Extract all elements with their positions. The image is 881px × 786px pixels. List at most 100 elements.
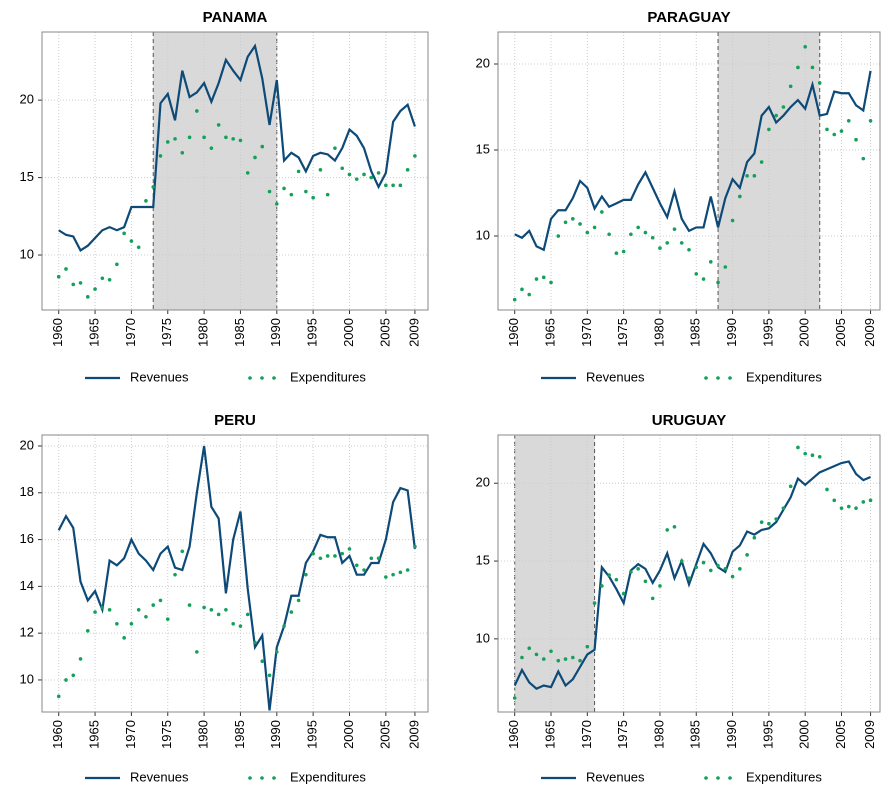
expenditure-dot (534, 277, 539, 281)
expenditure-dot (512, 297, 517, 302)
expenditure-dot (216, 612, 221, 617)
expenditure-dot (231, 137, 235, 141)
x-tick-label: 1970 (579, 318, 594, 347)
expenditure-dot (752, 174, 757, 178)
expenditure-dot (730, 218, 735, 223)
expenditure-dot (144, 614, 148, 619)
y-tick-label: 20 (20, 437, 34, 452)
y-tick-label: 20 (476, 55, 490, 70)
legend-swatch (260, 776, 264, 780)
expenditure-dot (846, 504, 851, 509)
expenditure-dot (672, 227, 677, 231)
expenditure-dot (810, 453, 815, 458)
x-tick-label: 2009 (406, 720, 421, 749)
expenditure-dot (311, 551, 315, 556)
x-tick-label: 1995 (305, 720, 320, 749)
legend-swatch (248, 376, 252, 380)
expenditure-dot (245, 612, 250, 617)
expenditure-dot (56, 274, 61, 279)
x-tick-label: 1985 (232, 318, 247, 347)
y-tick-label: 10 (20, 246, 34, 261)
revenue-line (57, 445, 417, 711)
x-tick-label: 2000 (341, 318, 356, 347)
x-tick-label: 1990 (268, 318, 283, 347)
expenditure-dot (362, 172, 366, 177)
expenditure-dot (541, 657, 546, 661)
expenditure-dot (354, 177, 359, 181)
expenditure-dot (563, 657, 568, 661)
expenditure-dot (354, 563, 359, 568)
legend-label: Revenues (130, 769, 189, 784)
x-tick-label: 2000 (341, 720, 356, 749)
x-tick-label: 2000 (797, 318, 812, 347)
expenditure-dot (636, 567, 640, 571)
expenditure-dot (260, 659, 265, 664)
expenditure-dot (650, 235, 655, 240)
chart-title: URUGUAY (652, 412, 726, 429)
x-tick-label: 1975 (615, 318, 630, 347)
legend-swatch (704, 776, 708, 780)
y-tick-label: 16 (20, 531, 34, 546)
expenditure-dot (817, 81, 822, 85)
expenditure-dot (825, 487, 829, 492)
expenditure-dot (643, 230, 648, 235)
expenditure-dot (376, 171, 381, 175)
expenditure-dot (774, 113, 778, 118)
expenditure-dot (723, 567, 728, 571)
x-tick-label: 2009 (862, 720, 877, 749)
expenditure-dot (209, 607, 214, 612)
expenditure-dot (369, 175, 374, 180)
expenditure-dot (165, 617, 170, 621)
expenditure-dot (202, 135, 206, 140)
plot-frame (41, 31, 429, 311)
expenditure-dot (738, 194, 742, 199)
expenditure-dot (556, 234, 561, 238)
expenditure-dot (774, 517, 778, 521)
x-tick-label: 1985 (232, 720, 247, 749)
expenditure-dot (115, 621, 119, 626)
legend-swatch (716, 376, 720, 380)
expenditure-dot (868, 118, 873, 123)
expenditure-dot (636, 225, 640, 230)
expenditure-dot (398, 183, 403, 188)
expenditure-dot (413, 544, 417, 549)
y-tick-label: 10 (20, 671, 34, 686)
expenditure-dot (122, 231, 126, 236)
x-tick-label: 1990 (724, 318, 739, 347)
expenditure-dot (64, 267, 68, 271)
expenditure-dot (745, 553, 749, 557)
expenditure-dot (854, 506, 858, 510)
y-tick-label: 10 (476, 227, 490, 242)
x-tick-label: 2005 (833, 318, 848, 347)
expenditure-dot (122, 636, 126, 640)
expenditure-dot (723, 265, 728, 269)
x-tick-label: 1995 (760, 720, 775, 749)
expenditure-dot (224, 135, 228, 140)
expenditure-dot (534, 652, 539, 657)
expenditure-dot (376, 556, 381, 561)
legend-label: Revenues (586, 769, 645, 784)
x-tick-label: 1995 (760, 318, 775, 347)
expenditure-dot (85, 295, 90, 299)
panel: 10 15 20 1960 1965 1970 1975 1980 1985 1990 1995 20… (476, 412, 881, 784)
expenditure-dot (282, 186, 286, 191)
legend-label: Expenditures (746, 369, 822, 384)
legend-label: Revenues (586, 369, 645, 384)
expenditure-dot (643, 579, 648, 584)
expenditure-dot (861, 500, 866, 504)
expenditure-dot (672, 525, 677, 529)
expenditure-dot (767, 521, 771, 526)
x-tick-label: 1980 (651, 720, 666, 749)
expenditure-dot (716, 280, 720, 285)
expenditure-dot (839, 506, 844, 510)
expenditure-dot (93, 610, 97, 614)
expenditure-dot (592, 601, 597, 605)
expenditure-dot (585, 644, 590, 649)
y-tick-label: 15 (476, 141, 490, 156)
legend-swatch (272, 776, 276, 780)
expenditure-dot (679, 241, 684, 245)
chart-title: PARAGUAY (647, 9, 730, 26)
expenditure-dot (832, 132, 837, 137)
expenditure-dot (578, 658, 582, 663)
expenditure-dot (195, 650, 199, 654)
